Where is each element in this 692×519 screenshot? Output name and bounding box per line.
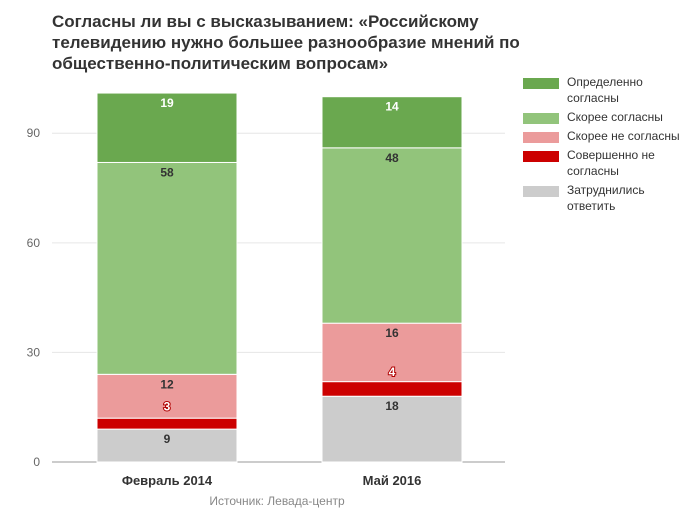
bar-segment [96,92,238,163]
bar-segment [321,96,463,149]
data-label: 12 [160,377,174,391]
legend-item[interactable]: Скорее не согласны [523,128,688,144]
y-tick-label: 30 [27,345,41,359]
y-axis-ticks: 0 30 60 90 [27,126,41,469]
legend-swatch [523,132,559,143]
legend-swatch [523,78,559,89]
data-label: 18 [385,399,399,413]
data-label: 58 [160,165,174,179]
bar-segment [321,322,463,383]
legend-label: Скорее не согласны [567,129,680,143]
data-label: 16 [385,326,399,340]
legend-label: Скорее согласны [567,110,663,124]
category-label: Май 2016 [363,473,422,488]
legend-label: Затруднились ответить [567,183,645,213]
bar-segment [96,428,238,463]
source-note: Источник: Левада-центр [209,494,345,508]
bar-segment [96,417,238,430]
bar-segment [321,381,463,397]
bars [96,92,463,463]
data-label: 19 [160,96,174,110]
bar-segment [321,395,463,463]
category-label: Февраль 2014 [122,473,213,488]
data-label: 48 [385,151,399,165]
bar-segment [96,373,238,419]
data-label: 14 [385,100,399,114]
legend-swatch [523,151,559,162]
legend-swatch [523,113,559,124]
data-label: 4 [389,365,396,379]
legend-label: Определенно согласны [567,75,643,105]
y-tick-label: 0 [33,455,40,469]
chart-title: Согласны ли вы с высказыванием: «Российс… [52,12,520,73]
data-label: 9 [164,432,171,446]
data-label: 3 [164,400,171,414]
stacked-bar-chart: 0 30 60 90 9 3 12 58 19 18 4 16 48 14 Февраль 2014 Ма… [27,92,505,488]
legend-swatch [523,186,559,197]
legend-item[interactable]: Определенно согласны [523,74,688,106]
legend-label: Совершенно не согласны [567,148,655,178]
legend-item[interactable]: Скорее согласны [523,109,688,125]
legend: Определенно согласны Скорее согласны Ско… [523,74,688,217]
y-tick-label: 90 [27,126,41,140]
x-axis-categories: Февраль 2014 Май 2016 [122,473,422,488]
legend-item[interactable]: Затруднились ответить [523,182,688,214]
y-tick-label: 60 [27,236,41,250]
bar-segment [96,161,238,375]
legend-item[interactable]: Совершенно не согласны [523,147,688,179]
data-labels: 9 3 12 58 19 18 4 16 48 14 [160,96,399,446]
bar-segment [321,147,463,324]
